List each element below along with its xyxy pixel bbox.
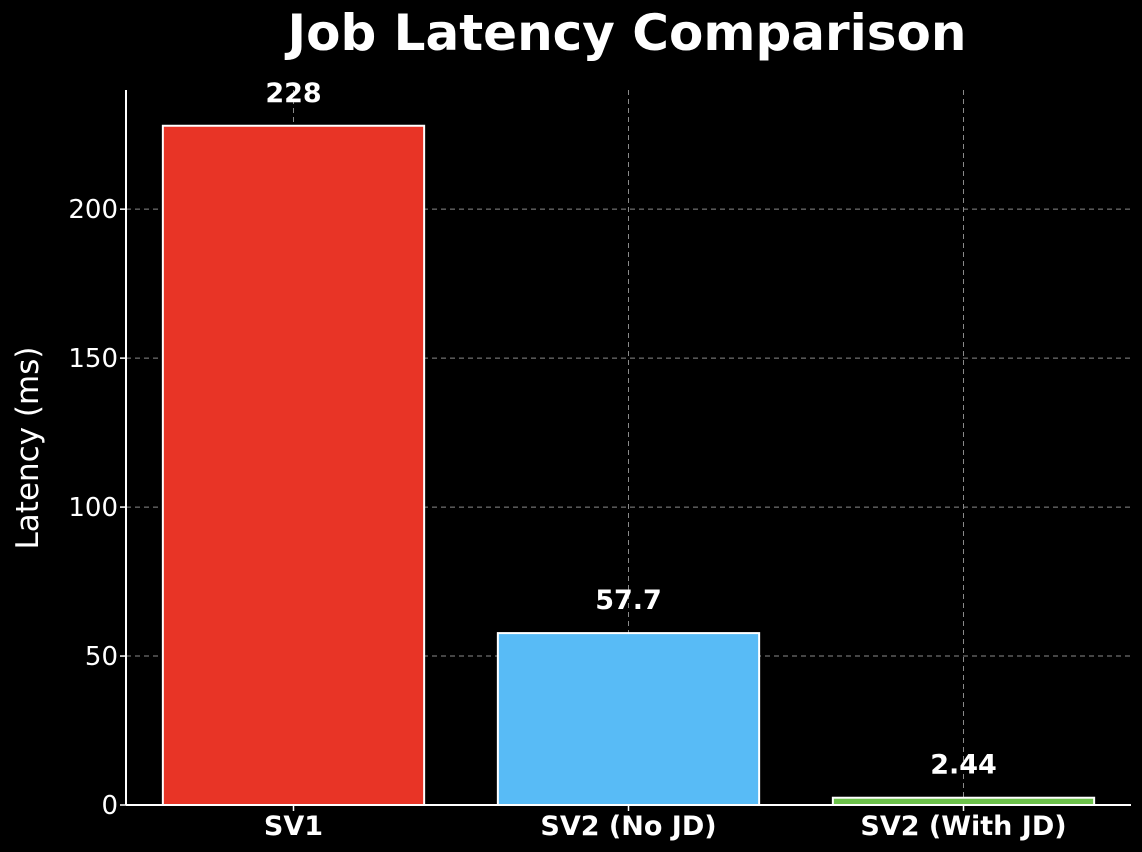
bar-value-label: 228 bbox=[265, 78, 321, 109]
y-ticks: 0 50 100 150 200 bbox=[68, 195, 126, 821]
chart-title: Job Latency Comparison bbox=[285, 4, 967, 62]
x-tick-label: SV1 bbox=[264, 811, 323, 842]
bar bbox=[496, 632, 761, 807]
x-tick-label: SV2 (No JD) bbox=[540, 811, 716, 842]
y-axis-label: Latency (ms) bbox=[10, 347, 46, 550]
y-tick-label: 200 bbox=[68, 195, 118, 225]
y-tick-label: 100 bbox=[68, 493, 118, 523]
x-tick-label: SV2 (With JD) bbox=[860, 811, 1066, 842]
y-tick-label: 50 bbox=[85, 642, 118, 672]
x-ticks: SV1 SV2 (No JD) SV2 (With JD) bbox=[264, 805, 1067, 842]
bar bbox=[831, 796, 1096, 807]
bar bbox=[161, 124, 426, 806]
bar-value-label: 2.44 bbox=[930, 750, 997, 781]
bar-value-label: 57.7 bbox=[595, 585, 662, 616]
value-labels: 228 57.7 2.44 bbox=[265, 78, 997, 781]
y-tick-label: 150 bbox=[68, 344, 118, 374]
y-tick-label: 0 bbox=[101, 791, 118, 821]
bars bbox=[161, 124, 1096, 807]
